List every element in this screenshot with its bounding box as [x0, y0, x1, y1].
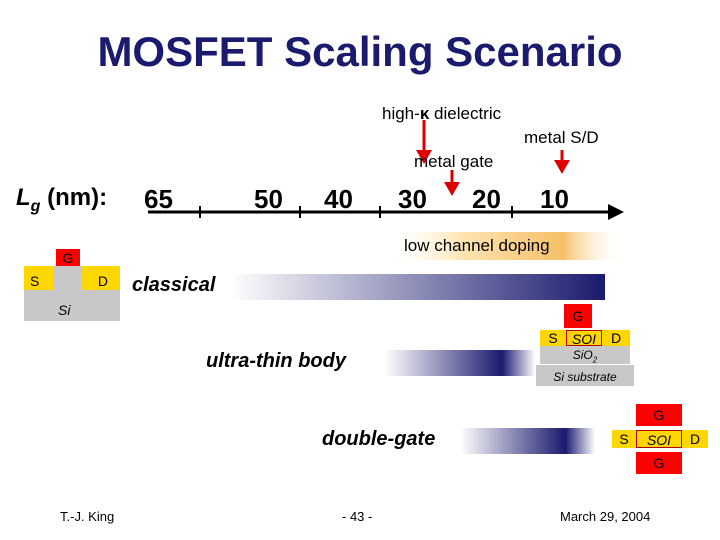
high-k-prefix: high-	[382, 104, 420, 123]
utb-substrate: Si substrate	[536, 364, 634, 386]
axis-label-sub: g	[30, 197, 41, 215]
ultra-thin-body-label: ultra-thin body	[206, 350, 346, 372]
utb-soi: SOI	[566, 330, 602, 346]
double-gate-label: double-gate	[322, 428, 436, 450]
utb-source: S	[540, 330, 566, 346]
arrow-high-k-head	[416, 150, 432, 164]
utb-drain: D	[602, 330, 630, 346]
classical-gate: G	[56, 249, 80, 266]
high-k-suffix: dielectric	[429, 104, 502, 123]
tick-label-30: 30	[398, 184, 427, 214]
classical-drain: D	[82, 266, 120, 290]
tick-label-50: 50	[254, 184, 283, 214]
dg-soi: SOI	[636, 430, 682, 448]
low-channel-doping-label: low channel doping	[404, 236, 550, 255]
kappa-symbol: κ	[419, 104, 430, 123]
axis-label-l: L	[16, 184, 31, 211]
utb-oxide-label: SiO	[572, 348, 593, 362]
classical-source: S	[24, 266, 54, 290]
utb-gate: G	[564, 304, 592, 328]
low-doping-glow	[398, 232, 618, 260]
classical-si-label: Si	[58, 302, 71, 318]
ultra-thin-body-bar	[385, 350, 535, 376]
double-gate-bar	[460, 428, 595, 454]
red-arrows	[416, 120, 570, 196]
classical-bar	[230, 274, 605, 300]
dg-gate-top: G	[636, 404, 682, 426]
slide-title: MOSFET Scaling Scenario	[97, 28, 623, 75]
dg-source: S	[612, 430, 636, 448]
arrow-metal-sd-head	[554, 160, 570, 174]
axis-label: Lg (nm):	[16, 184, 107, 216]
footer-date: March 29, 2004	[560, 509, 651, 524]
axis-arrowhead	[608, 204, 624, 220]
footer-author: T.-J. King	[60, 509, 115, 524]
tick-label-65: 65	[144, 184, 173, 214]
dg-gate-bottom: G	[636, 452, 682, 474]
tick-label-40: 40	[324, 184, 353, 214]
footer-page-number: - 43 -	[342, 509, 373, 524]
axis-label-units: (nm):	[40, 184, 108, 211]
tick-label-20: 20	[472, 184, 501, 214]
dg-drain: D	[682, 430, 708, 448]
classical-label: classical	[132, 274, 216, 296]
metal-gate-label: metal gate	[414, 152, 494, 171]
metal-sd-label: metal S/D	[524, 128, 599, 147]
utb-oxide-sub: 2	[592, 355, 598, 365]
arrow-metal-gate-head	[444, 182, 460, 196]
utb-oxide: SiO2	[540, 346, 630, 364]
axis-line-group	[148, 204, 624, 220]
high-k-dielectric-label: high-κ dielectric	[382, 104, 501, 124]
tick-label-10: 10	[540, 184, 569, 214]
